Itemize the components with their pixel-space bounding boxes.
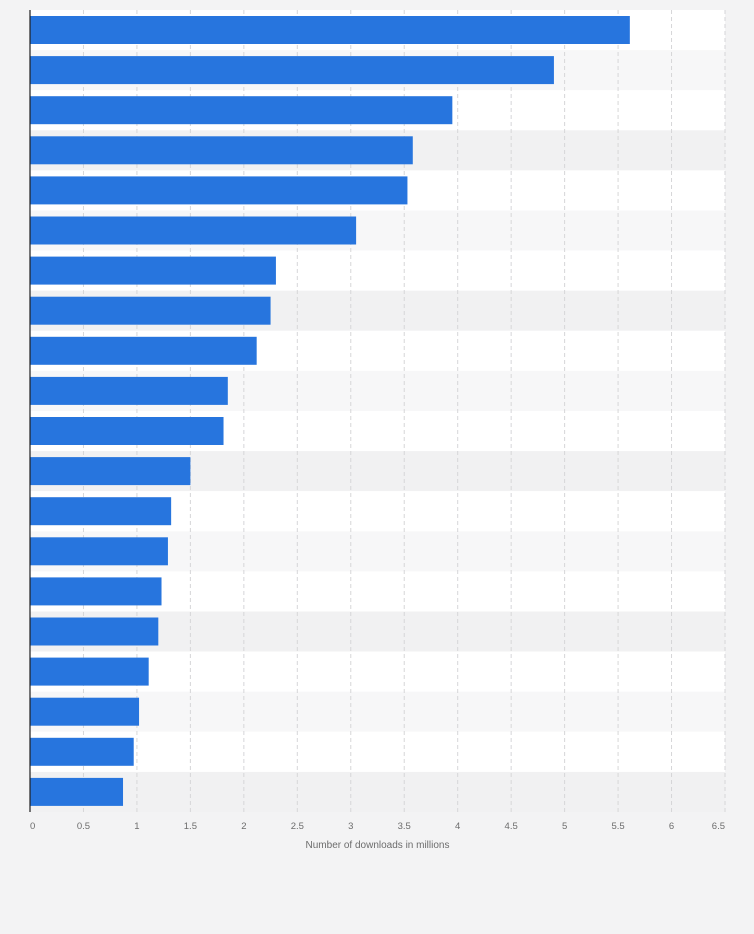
x-tick-label: 1.5 [184, 821, 197, 832]
bar [30, 336, 257, 365]
bar [30, 296, 271, 325]
bars [30, 16, 630, 806]
x-tick-label: 6 [669, 821, 674, 832]
bar [30, 376, 228, 405]
bar [30, 737, 134, 766]
bar [30, 256, 276, 285]
bar [30, 657, 149, 686]
bar [30, 697, 140, 726]
bar [30, 136, 413, 165]
row-bands [30, 10, 725, 812]
row-band [30, 731, 725, 772]
x-tick-label: 4.5 [505, 821, 518, 832]
bar [30, 497, 172, 526]
x-tick-label: 4 [455, 821, 460, 832]
bar [30, 457, 191, 486]
bar [30, 577, 162, 606]
x-tick-labels: 0 0.5 1 1.5 2 2.5 3 3.5 4 4.5 5 5.5 6 6.5 [30, 821, 725, 832]
bar [30, 617, 159, 646]
bar [30, 216, 357, 245]
x-tick-label: 2 [241, 821, 246, 832]
x-tick-label: 0.5 [77, 821, 90, 832]
x-tick-label: 3 [348, 821, 353, 832]
bar [30, 176, 408, 205]
x-tick-label: 5.5 [611, 821, 624, 832]
x-axis-label: Number of downloads in millions [306, 840, 450, 851]
x-tick-label: 0 [30, 821, 35, 832]
bar [30, 56, 554, 85]
x-tick-label: 5 [562, 821, 567, 832]
bar [30, 537, 168, 566]
bar [30, 96, 453, 125]
row-band [30, 771, 725, 812]
x-tick-label: 1 [134, 821, 139, 832]
x-tick-label: 2.5 [291, 821, 304, 832]
x-tick-label: 3.5 [398, 821, 411, 832]
bar [30, 16, 630, 44]
bar [30, 777, 124, 806]
bar [30, 417, 224, 445]
x-tick-label: 6.5 [712, 821, 725, 832]
row-band [30, 691, 725, 732]
